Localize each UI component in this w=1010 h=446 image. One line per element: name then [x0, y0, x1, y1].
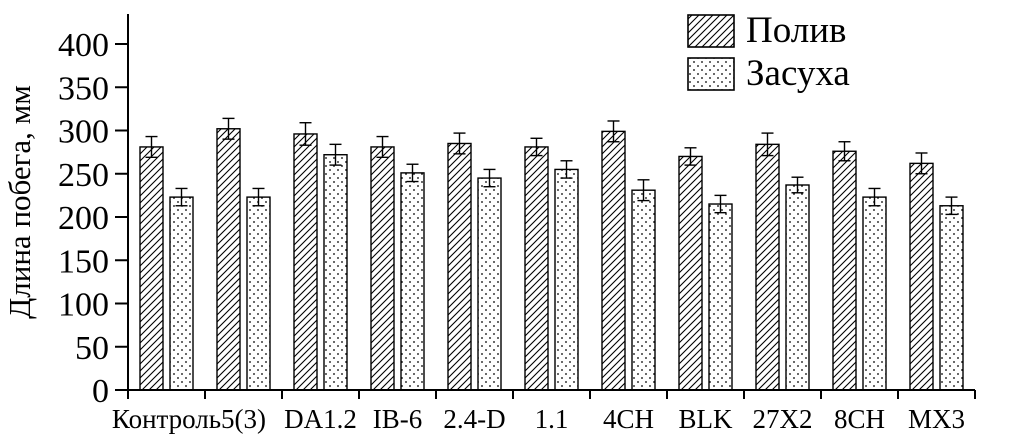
y-tick-label: 250	[58, 157, 109, 194]
y-tick-label: 100	[58, 287, 109, 324]
bar-Полив-Контроль	[139, 146, 164, 391]
bar-Полив-27X2	[755, 143, 780, 391]
x-category-label: DA1.2	[284, 404, 357, 434]
x-category-label: BLK	[679, 404, 734, 434]
legend-label: Полив	[746, 10, 846, 51]
bar-Засуха-IB-6	[400, 172, 425, 391]
bar-Засуха-8CH	[862, 196, 887, 391]
legend-swatch-dots	[687, 57, 735, 91]
y-tick-label: 400	[58, 27, 109, 64]
bar-Полив-1.1	[524, 146, 549, 391]
bar-Полив-4CH	[601, 130, 626, 391]
bar-Полив-BLK	[678, 155, 703, 391]
x-category-label: 8CH	[834, 404, 885, 434]
bar-Полив-DA1.2	[293, 133, 318, 391]
legend-swatch-diagonal-hatch	[687, 14, 735, 48]
x-category-label: Контроль	[112, 404, 221, 434]
bar-Засуха-DA1.2	[323, 154, 348, 391]
bar-Полив-IB-6	[370, 146, 395, 391]
x-category-label: IB-6	[373, 404, 423, 434]
y-tick-label: 300	[58, 114, 109, 151]
legend-label: Засуха	[746, 53, 850, 94]
bar-Засуха-2.4-D	[477, 177, 502, 391]
bar-Полив-MX3	[909, 162, 934, 391]
x-category-label: 2.4-D	[443, 404, 505, 434]
bar-Полив-5(3)	[216, 128, 241, 391]
x-category-label: 27X2	[753, 404, 813, 434]
y-tick-label: 150	[58, 243, 109, 280]
bar-Засуха-27X2	[785, 184, 810, 391]
y-tick-label: 200	[58, 200, 109, 237]
bar-Полив-8CH	[832, 150, 857, 391]
bar-Засуха-MX3	[939, 205, 964, 391]
x-category-label: 1.1	[535, 404, 569, 434]
x-category-label: MX3	[908, 404, 965, 434]
y-axis-title: Длина побега, мм	[2, 85, 37, 319]
x-category-label: 5(3)	[221, 404, 266, 434]
bar-Засуха-1.1	[554, 168, 579, 391]
y-tick-label: 0	[92, 373, 109, 410]
bar-Полив-2.4-D	[447, 142, 472, 391]
y-tick-label: 350	[58, 70, 109, 107]
bar-Засуха-BLK	[708, 203, 733, 391]
bar-Засуха-Контроль	[169, 196, 194, 391]
x-category-label: 4CH	[603, 404, 654, 434]
y-tick-label: 50	[75, 330, 109, 367]
bar-Засуха-5(3)	[246, 196, 271, 391]
bar-Засуха-4CH	[631, 189, 656, 391]
